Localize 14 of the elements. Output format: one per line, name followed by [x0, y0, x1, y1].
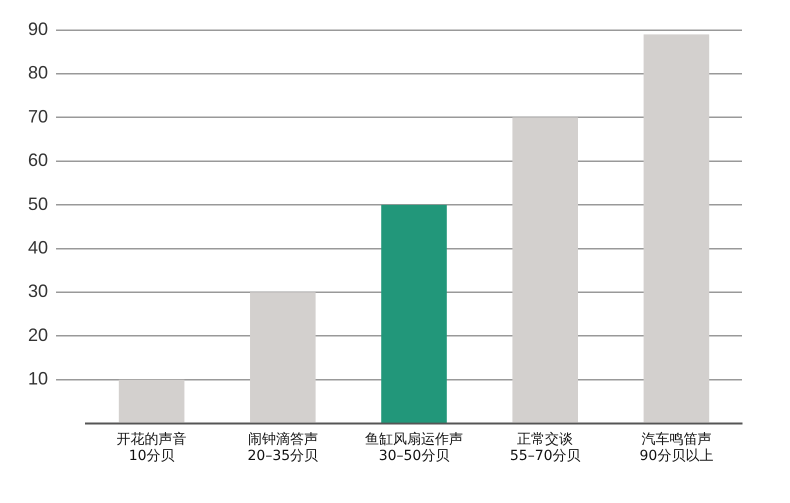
y-tick-label: 20	[28, 324, 48, 345]
y-tick-label: 80	[28, 62, 48, 83]
y-tick-label: 90	[28, 18, 48, 39]
x-tick-label: 鱼缸风扇运作声 30–50分贝	[365, 431, 464, 464]
x-tick-label: 开花的声音 10分贝	[116, 431, 187, 464]
y-tick-label: 40	[28, 238, 48, 258]
y-tick-label: 30	[28, 281, 48, 302]
x-tick-label: 汽车鸣笛声 90分贝以上	[639, 431, 714, 464]
x-tick-label: 闹钟滴答声 20–35分贝	[247, 431, 318, 464]
y-tick-label: 60	[28, 150, 48, 170]
y-tick-label: 10	[28, 368, 48, 389]
x-tick-label: 正常交谈 55–70分贝	[510, 431, 581, 464]
y-tick-label: 50	[28, 194, 48, 214]
y-tick-label: 70	[28, 106, 48, 126]
